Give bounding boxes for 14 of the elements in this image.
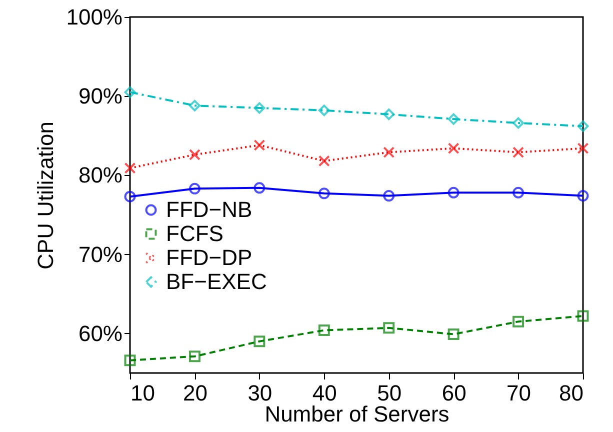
legend-label: FFD−NB — [166, 197, 252, 222]
x-tick-label: 70 — [506, 380, 532, 406]
y-tick-label: 80% — [78, 162, 122, 188]
y-tick-label: 60% — [78, 320, 122, 346]
x-tick-label: 80 — [559, 380, 584, 406]
y-tick-label: 90% — [78, 84, 122, 109]
y-tick-label: 70% — [78, 242, 122, 267]
y-axis-title: CPU Utilization — [33, 122, 58, 270]
x-tick-label: 20 — [182, 380, 208, 406]
legend-label: BF−EXEC — [166, 269, 267, 294]
x-tick-label: 10 — [130, 380, 155, 406]
legend-label: FFD−DP — [166, 245, 252, 270]
legend-label: FCFS — [166, 221, 224, 246]
y-tick-label: 100% — [66, 4, 122, 30]
